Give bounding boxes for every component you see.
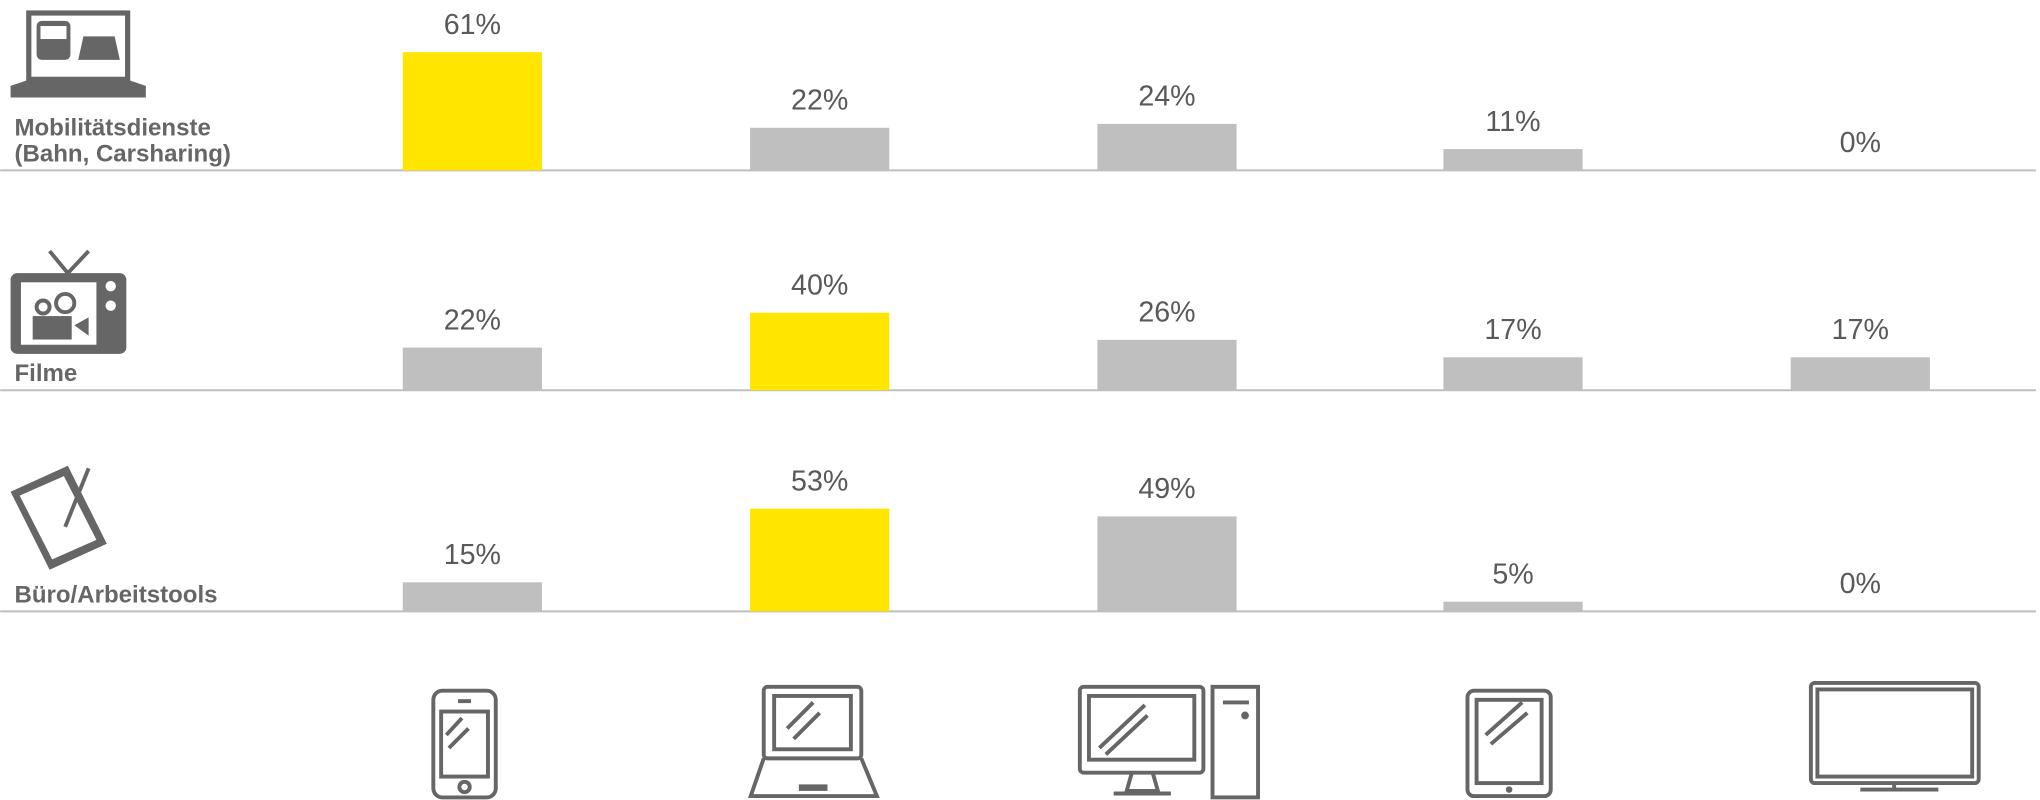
value-label: 11%	[1485, 106, 1540, 138]
value-label: 0%	[1840, 127, 1881, 159]
value-label: 15%	[444, 539, 501, 571]
laptop-icon	[747, 684, 880, 799]
value-label: 17%	[1832, 314, 1889, 346]
mobility-icon	[10, 10, 146, 98]
bar	[750, 312, 890, 391]
bar	[402, 582, 542, 612]
bar	[1443, 149, 1583, 171]
bar	[402, 52, 542, 171]
bar	[750, 508, 890, 612]
value-label: 24%	[1138, 81, 1195, 113]
value-label: 53%	[791, 465, 848, 497]
bar	[402, 347, 542, 391]
chart-title: (Bahn, Carsharing)	[14, 140, 230, 167]
value-label: 26%	[1138, 297, 1195, 329]
chart-title: Filme	[14, 360, 77, 387]
phone-icon	[431, 688, 498, 800]
bar	[1443, 601, 1583, 612]
value-label: 17%	[1484, 314, 1541, 346]
bar	[1790, 357, 1930, 391]
chart-title: Mobilitätsdienste	[14, 114, 210, 141]
bar	[1097, 516, 1237, 612]
bar	[1097, 339, 1237, 391]
bar	[1097, 123, 1237, 171]
bar	[1443, 357, 1583, 391]
value-label: 40%	[791, 270, 848, 302]
value-label: 22%	[444, 304, 501, 336]
tv-icon	[10, 249, 127, 354]
value-label: 5%	[1492, 558, 1533, 590]
value-label: 22%	[791, 85, 848, 117]
value-label: 61%	[444, 9, 501, 41]
tablet-pen-icon	[10, 465, 107, 570]
tv-device-icon	[1808, 680, 1981, 792]
chart-title: Büro/Arbeitstools	[14, 581, 217, 608]
value-label: 0%	[1840, 568, 1881, 600]
bar	[750, 127, 890, 171]
desktop-icon	[1077, 684, 1260, 800]
tablet-icon	[1465, 688, 1553, 799]
value-label: 49%	[1138, 473, 1195, 505]
